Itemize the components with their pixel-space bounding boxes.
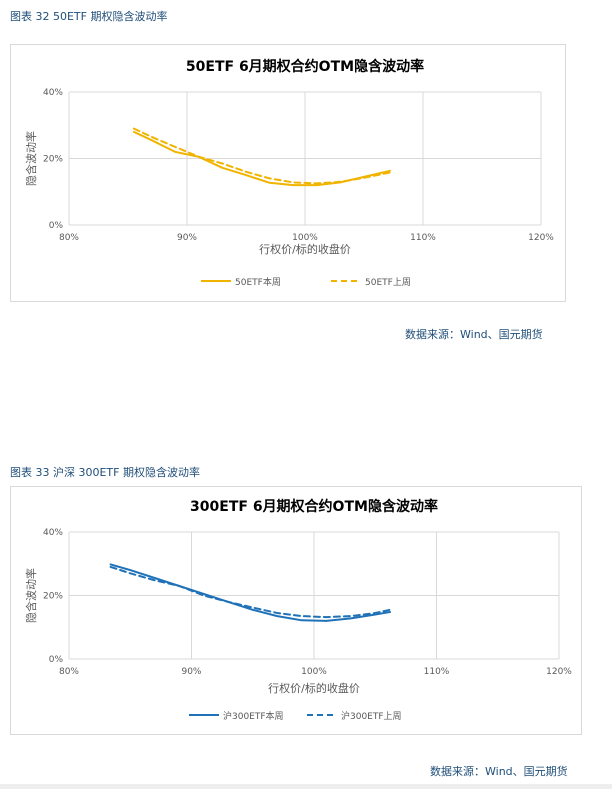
x-tick-label: 90% bbox=[177, 233, 197, 243]
y-tick-label: 20% bbox=[43, 155, 63, 165]
chart-title: 50ETF 6月期权合约OTM隐含波动率 bbox=[186, 58, 424, 75]
x-axis-title: 行权价/标的收盘价 bbox=[259, 242, 351, 256]
x-tick-label: 110% bbox=[424, 667, 450, 677]
x-tick-label: 80% bbox=[59, 233, 79, 243]
chart-1-frame: 50ETF 6月期权合约OTM隐含波动率 80% 90% 100% 110% 120% 0%… bbox=[10, 44, 566, 302]
x-tick-label: 100% bbox=[292, 233, 318, 243]
figure-1-caption: 图表 32 50ETF 期权隐含波动率 bbox=[10, 10, 168, 23]
y-axis-title: 隐含波动率 bbox=[24, 568, 38, 623]
y-axis-title: 隐含波动率 bbox=[24, 131, 38, 186]
y-tick-label: 40% bbox=[43, 88, 63, 98]
x-axis-title: 行权价/标的收盘价 bbox=[268, 681, 360, 695]
x-tick-label: 90% bbox=[181, 667, 201, 677]
y-tick-label: 40% bbox=[43, 528, 63, 538]
chart-1: 50ETF 6月期权合约OTM隐含波动率 80% 90% 100% 110% 120% 0%… bbox=[24, 58, 554, 288]
legend-label: 沪300ETF本周 bbox=[223, 710, 284, 722]
series-line-2 bbox=[132, 127, 391, 185]
legend-label: 50ETF本周 bbox=[235, 276, 281, 288]
series-line-2 bbox=[109, 565, 391, 619]
figure-1-source: 数据来源：Wind、国元期货 bbox=[405, 328, 543, 341]
y-tick-label: 20% bbox=[43, 592, 63, 602]
chart-title: 300ETF 6月期权合约OTM隐含波动率 bbox=[190, 498, 438, 515]
page-footer-bar bbox=[0, 784, 612, 789]
x-tick-label: 120% bbox=[528, 233, 554, 243]
figure-2-source: 数据来源：Wind、国元期货 bbox=[430, 765, 568, 778]
x-tick-label: 110% bbox=[410, 233, 436, 243]
legend-label: 50ETF上周 bbox=[365, 277, 411, 288]
x-tick-label: 80% bbox=[59, 667, 79, 677]
series-line-1 bbox=[109, 563, 391, 622]
x-tick-label: 100% bbox=[301, 667, 327, 677]
y-tick-label: 0% bbox=[49, 655, 64, 665]
chart-2-frame: 300ETF 6月期权合约OTM隐含波动率 80% 90% 100% 110% 120% 0… bbox=[10, 486, 582, 735]
legend-label: 沪300ETF上周 bbox=[341, 710, 402, 722]
figure-2-caption: 图表 33 沪深 300ETF 期权隐含波动率 bbox=[10, 466, 200, 479]
y-tick-label: 0% bbox=[49, 221, 64, 231]
chart-2: 300ETF 6月期权合约OTM隐含波动率 80% 90% 100% 110% 120% 0… bbox=[24, 498, 572, 722]
x-tick-label: 120% bbox=[546, 667, 572, 677]
